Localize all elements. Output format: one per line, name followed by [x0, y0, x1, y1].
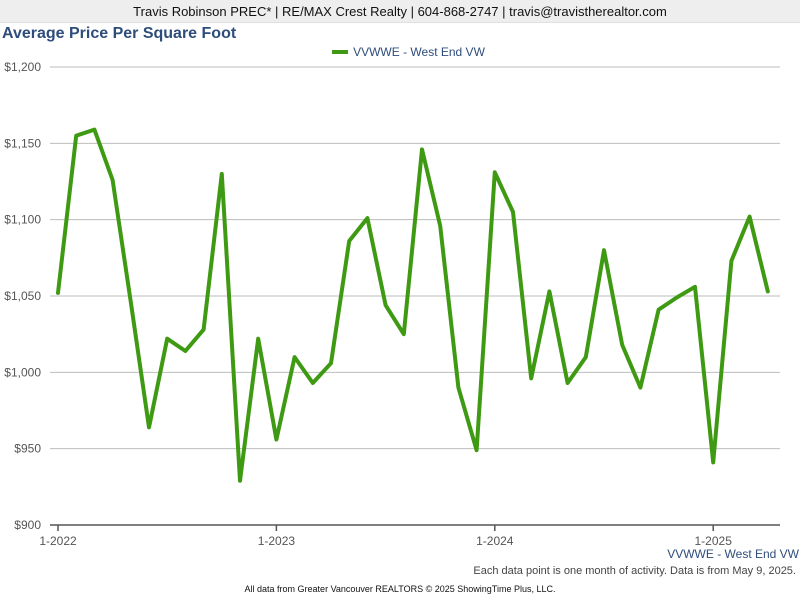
agent-header-text: Travis Robinson PREC* | RE/MAX Crest Rea… [133, 3, 667, 19]
x-tick-label: 1-2023 [258, 534, 296, 548]
series-line-vvwwe [56, 127, 770, 483]
y-tick-label: $1,000 [4, 365, 41, 379]
y-tick-label: $950 [14, 442, 41, 456]
x-tick-label: 1-2024 [476, 534, 514, 548]
chart-legend: VVWWE - West End VW [0, 45, 800, 59]
data-note: Each data point is one month of activity… [473, 565, 796, 577]
footer-credit: All data from Greater Vancouver REALTORS… [244, 584, 556, 594]
chart-title: Average Price Per Square Foot [2, 25, 237, 42]
x-tick-label: 1-2022 [39, 534, 77, 548]
y-tick-label: $1,100 [4, 213, 41, 227]
y-tick-label: $900 [14, 518, 41, 532]
series-label: VVWWE - West End VW [667, 547, 799, 561]
y-tick-label: $1,150 [4, 136, 41, 150]
legend-label: VVWWE - West End VW [353, 45, 485, 59]
y-tick-label: $1,200 [4, 60, 41, 74]
agent-header: Travis Robinson PREC* | RE/MAX Crest Rea… [0, 0, 800, 23]
legend-swatch [332, 50, 349, 54]
x-tick-label: 1-2025 [695, 534, 733, 548]
y-tick-label: $1,050 [4, 289, 41, 303]
